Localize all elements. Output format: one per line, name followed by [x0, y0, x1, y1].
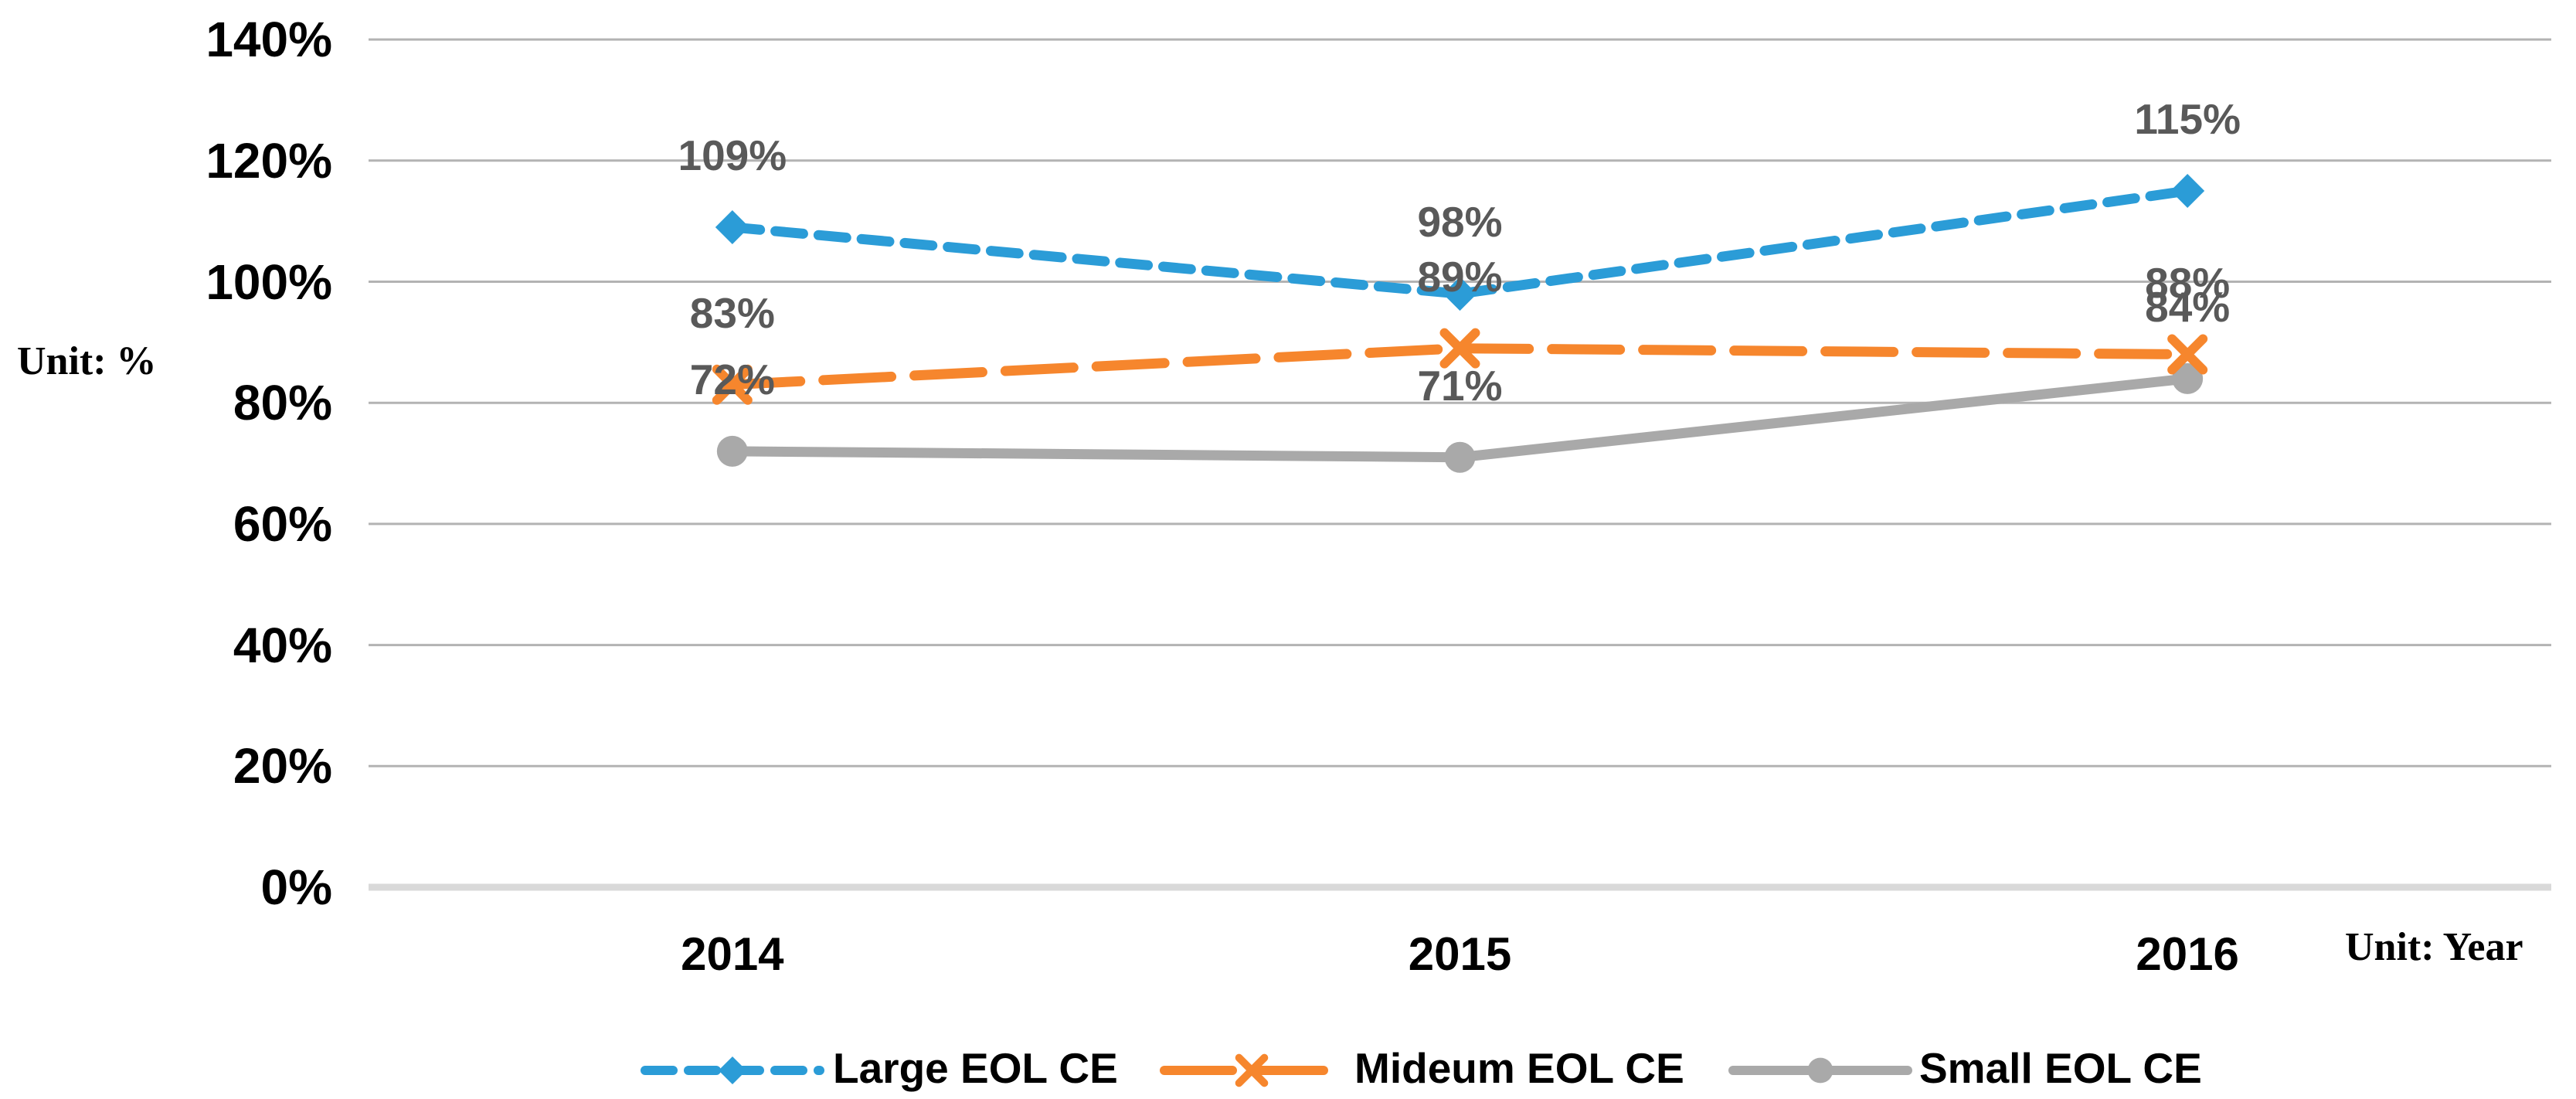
x-marker: [1235, 1053, 1269, 1087]
x-marker: [2167, 334, 2208, 375]
y-axis-tick-label: 40%: [233, 617, 332, 673]
y-axis-tick-label: 140%: [206, 12, 332, 68]
legend-label: Large EOL CE: [833, 1044, 1118, 1092]
data-label: 71%: [1417, 361, 1503, 410]
y-axis-tick-label: 100%: [206, 253, 332, 310]
legend-label: Small EOL CE: [1919, 1044, 2202, 1092]
diamond-marker: [2170, 173, 2205, 208]
data-label: 88%: [2145, 258, 2231, 307]
circle-marker: [1807, 1057, 1833, 1084]
y-axis-tick-label: 60%: [233, 495, 332, 552]
x-marker: [1439, 328, 1480, 369]
legend-label: Mideum EOL CE: [1354, 1044, 1684, 1092]
diamond-marker: [1443, 277, 1477, 311]
y-axis-tick-label: 120%: [206, 132, 332, 189]
y-axis-tick-label: 20%: [233, 738, 332, 794]
y-axis-unit-label: Unit: %: [17, 339, 157, 383]
circle-marker: [716, 435, 748, 467]
x-axis-tick-label: 2015: [1408, 928, 1512, 980]
data-label: 109%: [678, 131, 787, 179]
diamond-marker: [718, 1056, 747, 1085]
x-marker: [712, 364, 753, 405]
data-label: 89%: [1417, 252, 1503, 301]
data-label: 84%: [2145, 282, 2231, 331]
circle-marker: [2172, 362, 2204, 394]
diamond-marker: [715, 209, 749, 244]
x-axis-unit-label: Unit: Year: [2345, 925, 2523, 969]
data-label: 98%: [1417, 198, 1503, 247]
y-axis-tick-label: 0%: [260, 859, 333, 915]
data-label: 83%: [689, 288, 775, 337]
x-axis-tick-label: 2014: [681, 928, 784, 980]
data-label: 115%: [2134, 94, 2241, 143]
circle-marker: [1444, 441, 1476, 473]
x-axis-tick-label: 2016: [2136, 928, 2239, 980]
data-label: 72%: [689, 355, 775, 403]
y-axis-tick-label: 80%: [233, 375, 332, 431]
